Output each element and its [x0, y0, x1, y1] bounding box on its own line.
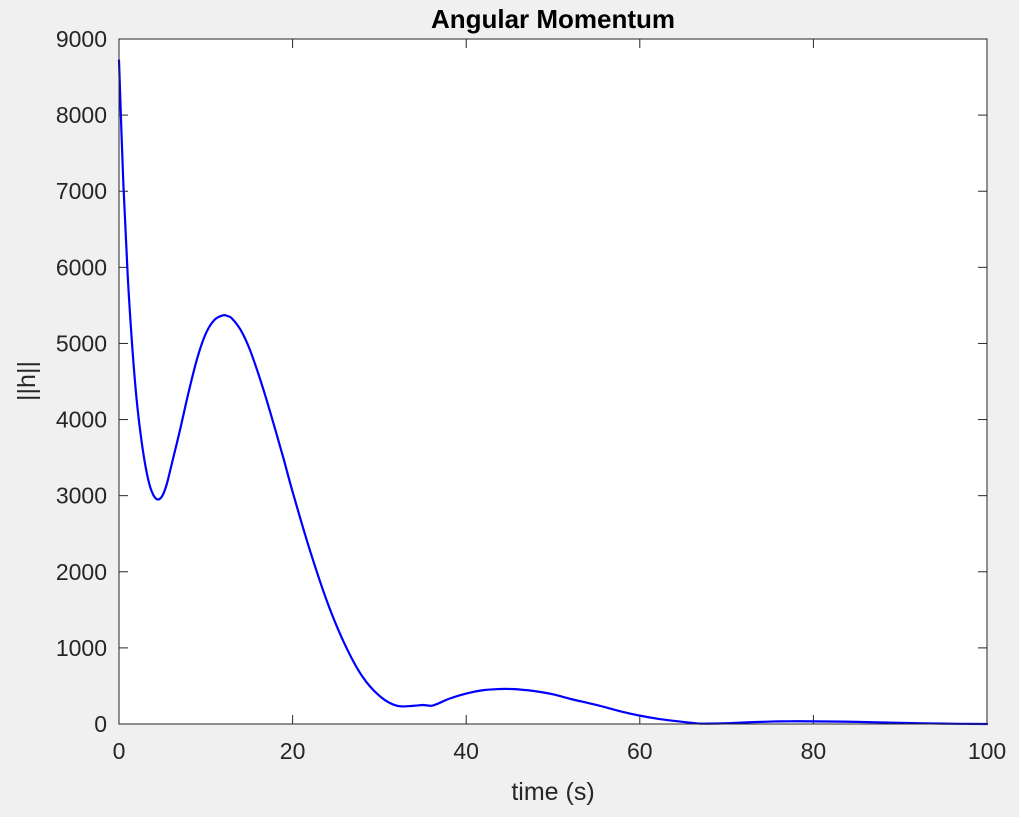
y-tick-label: 3000	[56, 483, 107, 509]
y-tick-label: 1000	[56, 635, 107, 661]
y-tick-label: 7000	[56, 178, 107, 204]
x-axis-label: time (s)	[511, 778, 594, 806]
x-tick-label: 20	[280, 738, 306, 764]
x-tick-label: 100	[968, 738, 1006, 764]
x-tick-label: 60	[627, 738, 653, 764]
y-tick-label: 0	[94, 711, 107, 737]
y-tick-labels: 0 1000 2000 3000 4000 5000 6000 7000 8000 9000	[56, 26, 107, 737]
y-tick-label: 8000	[56, 102, 107, 128]
chart-title: Angular Momentum	[431, 4, 675, 34]
x-tick-label: 0	[113, 738, 126, 764]
y-tick-label: 2000	[56, 559, 107, 585]
y-tick-label: 5000	[56, 330, 107, 356]
plot-area	[119, 39, 987, 724]
y-axis-label: ||h||	[13, 361, 41, 401]
plot-frame	[118, 38, 988, 725]
y-tick-label: 4000	[56, 407, 107, 433]
x-tick-labels: 0 20 40 60 80 100	[113, 738, 1007, 764]
x-tick-label: 40	[453, 738, 479, 764]
x-tick-label: 80	[801, 738, 827, 764]
y-tick-label: 6000	[56, 254, 107, 280]
y-tick-label: 9000	[56, 26, 107, 52]
